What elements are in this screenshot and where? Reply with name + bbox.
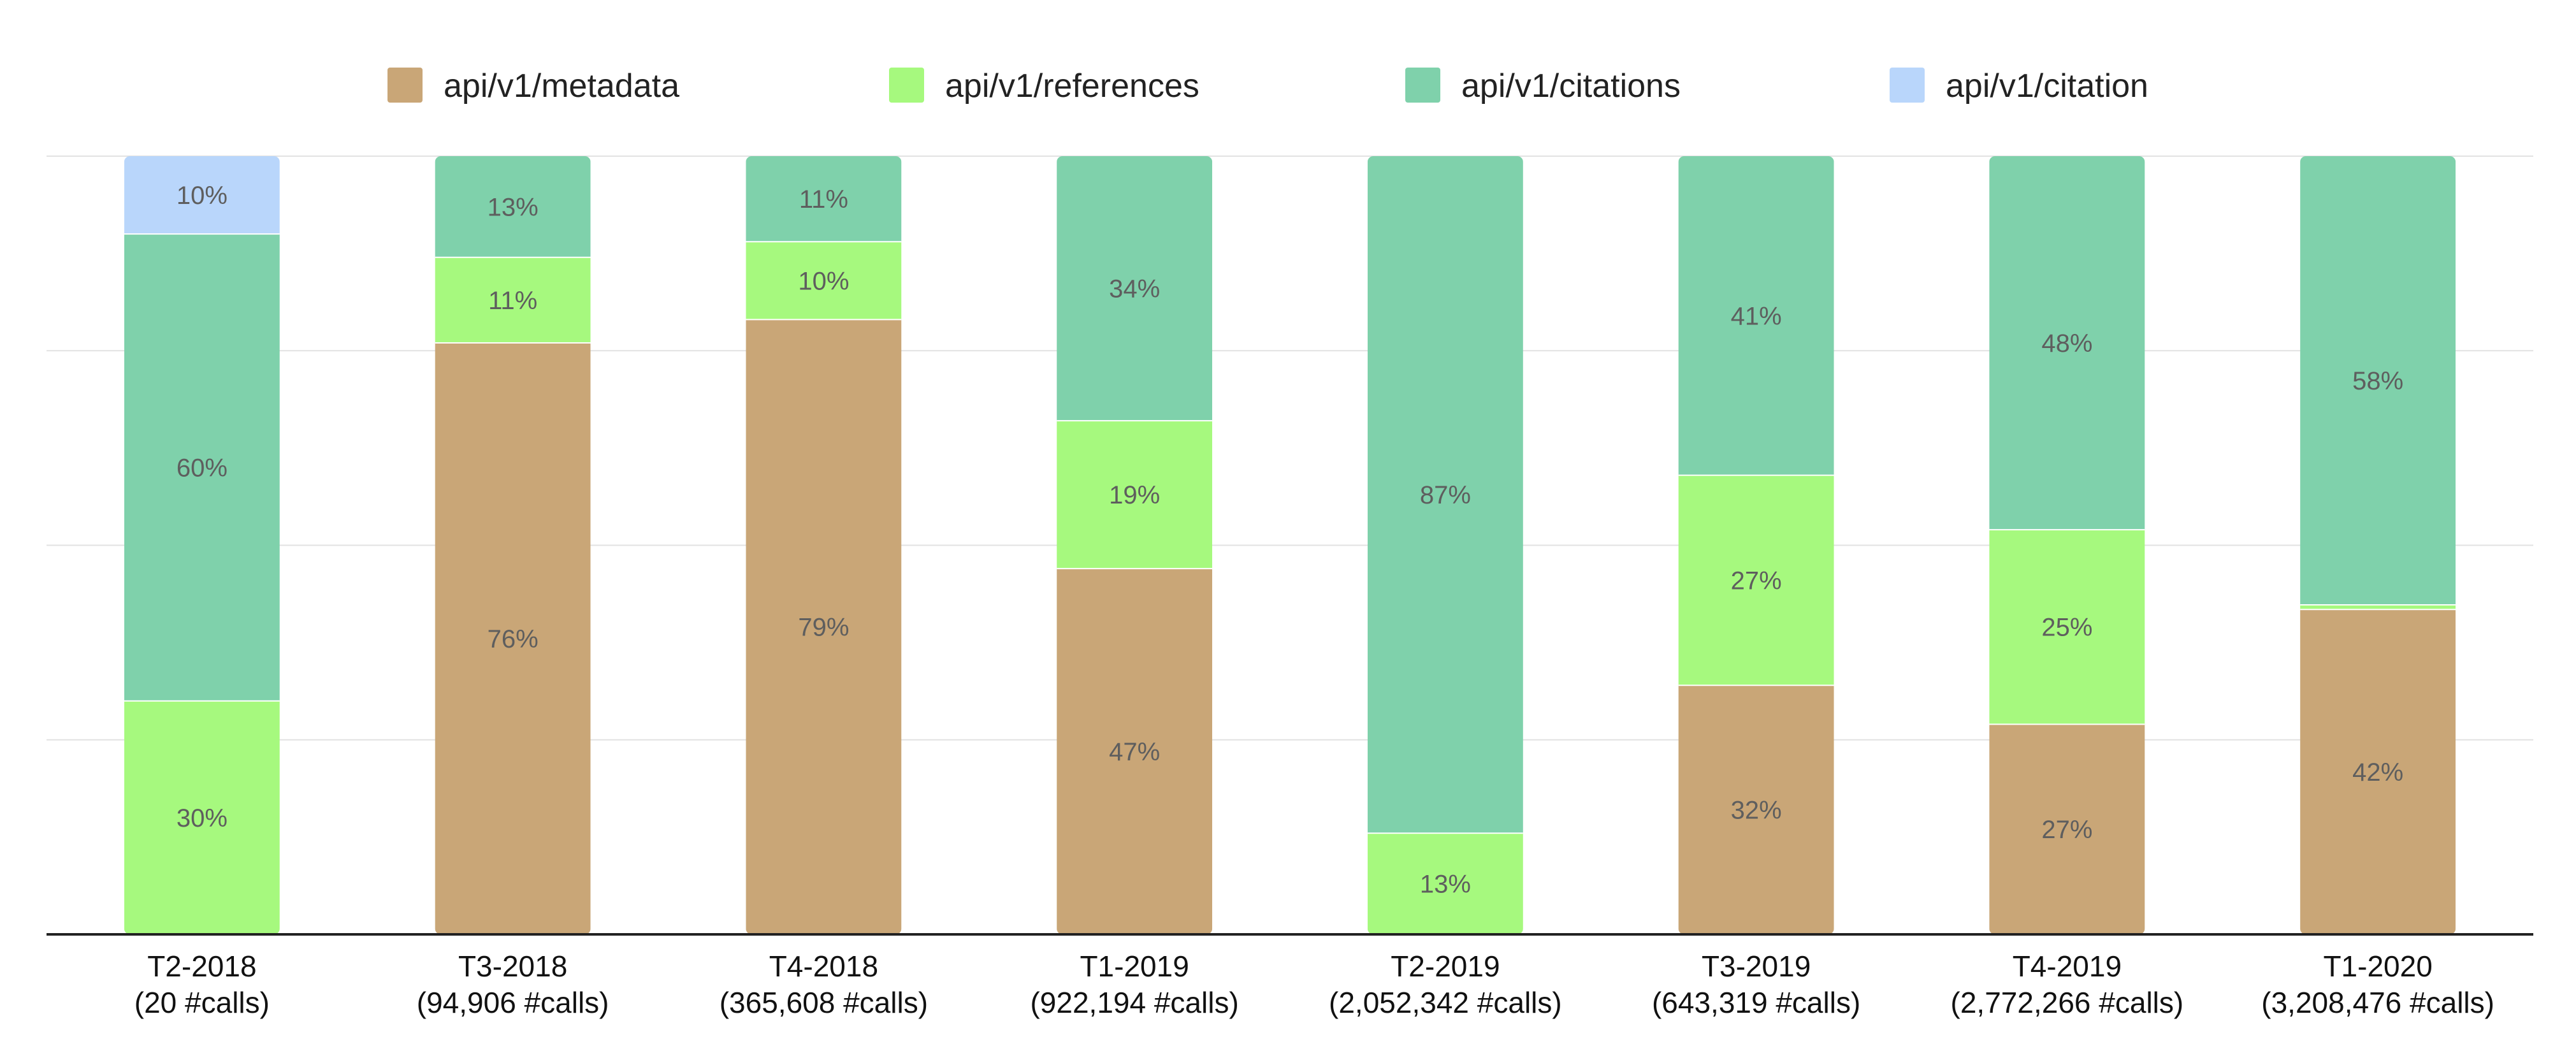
legend-swatch [1405, 68, 1440, 103]
bar-segment [746, 242, 902, 320]
data-label: 13% [488, 193, 539, 221]
legend-swatch [387, 68, 423, 103]
legend-label: api/v1/citation [1946, 68, 2148, 105]
data-label: 41% [1731, 302, 1782, 330]
bar-stack [124, 156, 280, 934]
data-label: 34% [1109, 275, 1160, 303]
data-label: 10% [177, 182, 228, 210]
data-label: 11% [488, 287, 537, 315]
x-tick-label: (643,319 #calls) [1652, 986, 1860, 1019]
bar-stack [1678, 156, 1834, 934]
x-tick-label: (365,608 #calls) [720, 986, 928, 1019]
data-label: 30% [177, 804, 228, 832]
data-label: 48% [2041, 330, 2092, 358]
x-tick-label: T2-2019 [1391, 950, 1500, 983]
data-label: 25% [2041, 614, 2092, 642]
bar-segment [124, 156, 280, 235]
bar-segment [1678, 156, 1834, 475]
data-labels: 30% 60% 10% 76% 11% 13% 79% 10% 11% 47% 19% 34% 13% 8… [177, 182, 2403, 899]
bar-segment [2300, 604, 2456, 610]
bar-segment [1678, 685, 1834, 934]
x-tick-label: (2,052,342 #calls) [1329, 986, 1562, 1019]
x-tick-label: (2,772,266 #calls) [1951, 986, 2184, 1019]
legend: api/v1/metadata api/v1/references api/v1/c… [387, 68, 2148, 105]
bar-segment [1989, 156, 2145, 530]
bar-segment [124, 234, 280, 701]
bar-segment [2300, 156, 2456, 605]
bar-segment [1367, 156, 1523, 834]
bar-segment [746, 319, 902, 934]
legend-swatch [1890, 68, 1925, 103]
data-label: 58% [2352, 367, 2403, 395]
bar-segment [1367, 833, 1523, 934]
data-label: 60% [177, 454, 228, 482]
x-tick-label: (20 #calls) [134, 986, 270, 1019]
legend-label: api/v1/metadata [444, 68, 679, 105]
data-label: 11% [799, 185, 848, 214]
bar-segment [746, 156, 902, 242]
bar-segment [435, 257, 591, 344]
x-tick-label: T1-2019 [1080, 950, 1189, 983]
bar-stack [1367, 156, 1523, 934]
data-label: 76% [488, 625, 539, 653]
data-label: 10% [798, 267, 849, 295]
bar-segment [1057, 569, 1213, 934]
bar-stack [1989, 156, 2145, 934]
bar-stack [1057, 156, 1213, 934]
legend-label: api/v1/references [945, 68, 1199, 105]
data-label: 42% [2352, 758, 2403, 786]
bar-segment [435, 156, 591, 257]
bar-segment [2300, 609, 2456, 934]
x-tick-label: (3,208,476 #calls) [2261, 986, 2494, 1019]
data-label: 87% [1420, 481, 1471, 509]
bar-segment [1989, 530, 2145, 725]
x-tick-label: (94,906 #calls) [417, 986, 609, 1019]
data-label: 27% [1731, 567, 1782, 595]
x-tick-label: T4-2018 [769, 950, 878, 983]
x-tick-label: T1-2020 [2323, 950, 2432, 983]
x-tick-label: T4-2019 [2013, 950, 2122, 983]
legend-swatch [889, 68, 924, 103]
data-label: 79% [798, 614, 849, 642]
x-tick-label: T3-2019 [1702, 950, 1811, 983]
bar-stack [2300, 156, 2456, 934]
bar-stack [746, 156, 902, 934]
bar-segment [124, 700, 280, 934]
bar-segment [1057, 421, 1213, 569]
x-tick-label: T2-2018 [147, 950, 256, 983]
bars [124, 156, 2456, 934]
data-label: 19% [1109, 481, 1160, 509]
x-tick-label: T3-2018 [458, 950, 567, 983]
bar-segment [1057, 156, 1213, 421]
bar-segment [1678, 475, 1834, 686]
gridlines [47, 156, 2533, 741]
bar-segment [435, 343, 591, 934]
legend-label: api/v1/citations [1461, 68, 1681, 105]
data-label: 13% [1420, 871, 1471, 899]
x-tick-label: (922,194 #calls) [1030, 986, 1238, 1019]
x-tick-labels: T2-2018(20 #calls) T3-2018(94,906 #calls)… [134, 950, 2494, 1019]
bar-segment [1989, 724, 2145, 934]
data-label: 47% [1109, 738, 1160, 766]
data-label: 27% [2041, 816, 2092, 844]
bar-stack [435, 156, 591, 934]
data-label: 32% [1731, 797, 1782, 825]
